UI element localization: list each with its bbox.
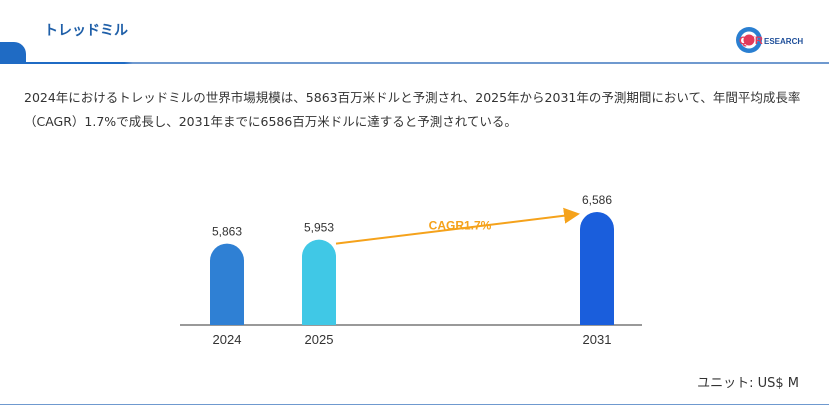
value-label-2024: 5,863 [212, 225, 242, 239]
logo-text-research: ESEARCH [764, 37, 803, 46]
logo-text-qyr: QYR [739, 35, 763, 47]
bar-2031 [580, 212, 614, 325]
x-tick-label-2024: 2024 [213, 332, 242, 347]
value-label-2031: 6,586 [582, 193, 612, 207]
bar-2025 [302, 239, 336, 325]
unit-label: ユニット: US$ M [697, 376, 799, 391]
x-tick-label-2031: 2031 [583, 332, 612, 347]
header-divider [0, 62, 829, 64]
qyresearch-logo: QYR ESEARCH [736, 27, 803, 53]
x-tick-label-2025: 2025 [305, 332, 334, 347]
value-label-2025: 5,953 [304, 221, 334, 235]
header-tab-accent [0, 42, 26, 64]
cagr-arrow [335, 207, 580, 245]
market-size-chart: 5,863 2024 5,953 2025 6,586 2031 CAGR1.7% [180, 193, 642, 347]
market-description: 2024年におけるトレッドミルの世界市場規模は、5863百万米ドルと予測され、2… [24, 90, 801, 129]
cagr-label: CAGR1.7% [429, 219, 492, 233]
page-title: トレッドミル [44, 23, 128, 39]
bar-2024 [210, 243, 244, 325]
footer-divider [0, 404, 829, 405]
